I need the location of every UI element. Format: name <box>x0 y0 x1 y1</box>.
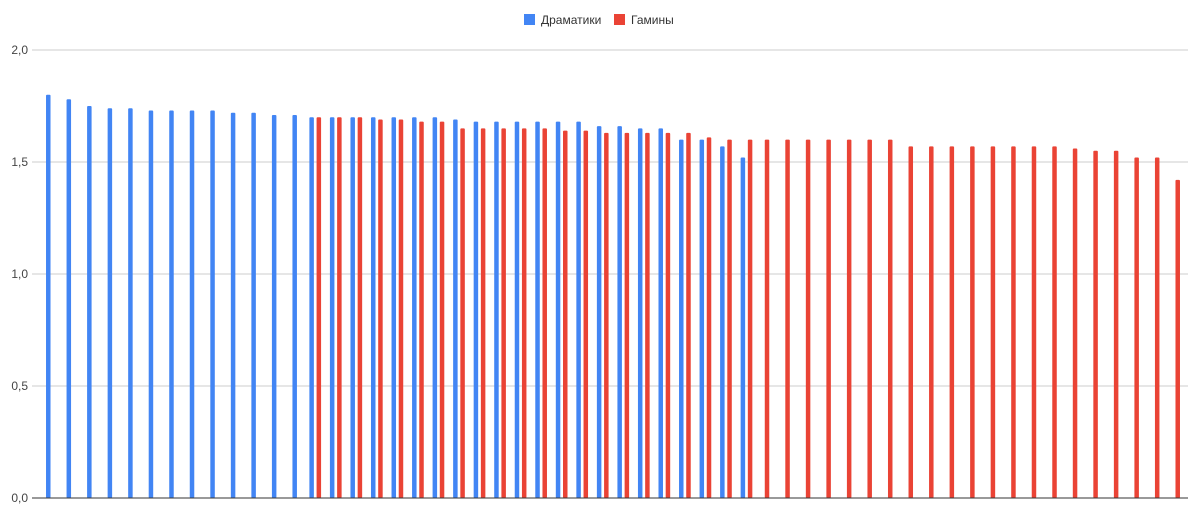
bar-dramatiki <box>473 121 479 499</box>
bar-dramatiki <box>230 112 236 498</box>
bar-dramatiki <box>596 126 602 498</box>
bars <box>46 94 1180 499</box>
bar-dramatiki <box>637 128 643 498</box>
bar-gaminy <box>990 146 996 498</box>
bar-dramatiki <box>514 121 520 499</box>
bar-gaminy <box>867 139 872 498</box>
bar-gaminy <box>480 128 486 498</box>
bar-gaminy <box>1011 146 1016 498</box>
legend-swatch-gaminy <box>614 14 625 25</box>
bar-dramatiki <box>309 117 314 498</box>
bar-gaminy <box>1154 157 1160 498</box>
bar-gaminy <box>826 139 831 498</box>
bar-dramatiki <box>494 121 499 499</box>
legend-label-gaminy: Гамины <box>631 13 674 27</box>
bar-dramatiki <box>720 146 725 498</box>
bar-dramatiki <box>292 114 297 499</box>
bar-gaminy <box>785 139 790 498</box>
y-tick-label: 0,0 <box>11 491 28 505</box>
bar-dramatiki <box>329 117 335 498</box>
bar-dramatiki <box>271 114 277 499</box>
bar-dramatiki <box>699 139 705 498</box>
y-tick-label: 0,5 <box>11 379 28 393</box>
bar-gaminy <box>501 128 506 498</box>
bar-gaminy <box>908 146 914 498</box>
bar-dramatiki <box>412 117 417 498</box>
gridlines <box>32 49 1188 387</box>
bar-gaminy <box>1134 157 1139 498</box>
bar-gaminy <box>686 132 691 498</box>
bar-gaminy <box>887 139 893 498</box>
bar-gaminy <box>583 130 589 498</box>
legend-label-dramatiki: Драматики <box>541 13 601 27</box>
bar-dramatiki <box>107 108 113 499</box>
bar-gaminy <box>929 146 934 498</box>
bar-gaminy <box>1093 150 1098 499</box>
bar-dramatiki <box>370 117 376 498</box>
bar-gaminy <box>1052 146 1057 498</box>
bar-gaminy <box>727 139 732 498</box>
bar-dramatiki <box>66 99 72 498</box>
bar-gaminy <box>542 128 547 498</box>
bar-gaminy <box>949 146 955 498</box>
bar-gaminy <box>624 132 630 498</box>
bar-gaminy <box>357 117 363 498</box>
bar-dramatiki <box>617 126 622 498</box>
bar-dramatiki <box>391 117 397 498</box>
bar-gaminy <box>805 139 811 498</box>
bar-dramatiki <box>128 108 133 499</box>
bar-dramatiki <box>350 117 355 498</box>
bar-dramatiki <box>169 110 174 498</box>
bar-gaminy <box>1072 148 1078 498</box>
bar-dramatiki <box>251 112 256 498</box>
bar-dramatiki <box>453 119 458 498</box>
legend: Драматики Гамины <box>524 13 674 27</box>
bar-dramatiki <box>740 157 746 498</box>
bar-dramatiki <box>679 139 684 498</box>
bar-gaminy <box>645 132 650 498</box>
bar-gaminy <box>398 119 404 498</box>
bar-dramatiki <box>46 94 51 499</box>
y-tick-label: 2,0 <box>11 43 28 57</box>
bar-gaminy <box>604 132 609 498</box>
bar-gaminy <box>706 137 712 499</box>
bar-dramatiki <box>432 117 438 498</box>
bar-gaminy <box>378 119 383 498</box>
bar-dramatiki <box>87 106 92 498</box>
bar-dramatiki <box>210 110 215 498</box>
legend-swatch-dramatiki <box>524 14 535 25</box>
bar-dramatiki <box>576 121 581 499</box>
bar-dramatiki <box>148 110 154 498</box>
bar-gaminy <box>1031 146 1037 498</box>
bar-dramatiki <box>535 121 540 499</box>
bar-gaminy <box>439 121 445 499</box>
bar-gaminy <box>337 117 342 498</box>
bar-gaminy <box>521 128 527 498</box>
bar-gaminy <box>1113 150 1119 499</box>
bar-dramatiki <box>555 121 561 499</box>
bar-gaminy <box>460 128 465 498</box>
bar-gaminy <box>970 146 975 498</box>
bar-gaminy <box>563 130 568 498</box>
y-tick-label: 1,5 <box>11 155 28 169</box>
bar-gaminy <box>747 139 753 498</box>
bar-gaminy <box>764 139 770 498</box>
y-axis-ticks: 0,0 0,5 1,0 1,5 2,0 <box>11 43 28 505</box>
bar-gaminy <box>846 139 852 498</box>
bar-gaminy <box>419 121 424 499</box>
bar-gaminy <box>316 117 322 498</box>
bar-dramatiki <box>189 110 195 498</box>
bar-gaminy <box>1175 179 1180 499</box>
y-tick-label: 1,0 <box>11 267 28 281</box>
bar-dramatiki <box>658 128 663 498</box>
bar-gaminy <box>665 132 671 498</box>
